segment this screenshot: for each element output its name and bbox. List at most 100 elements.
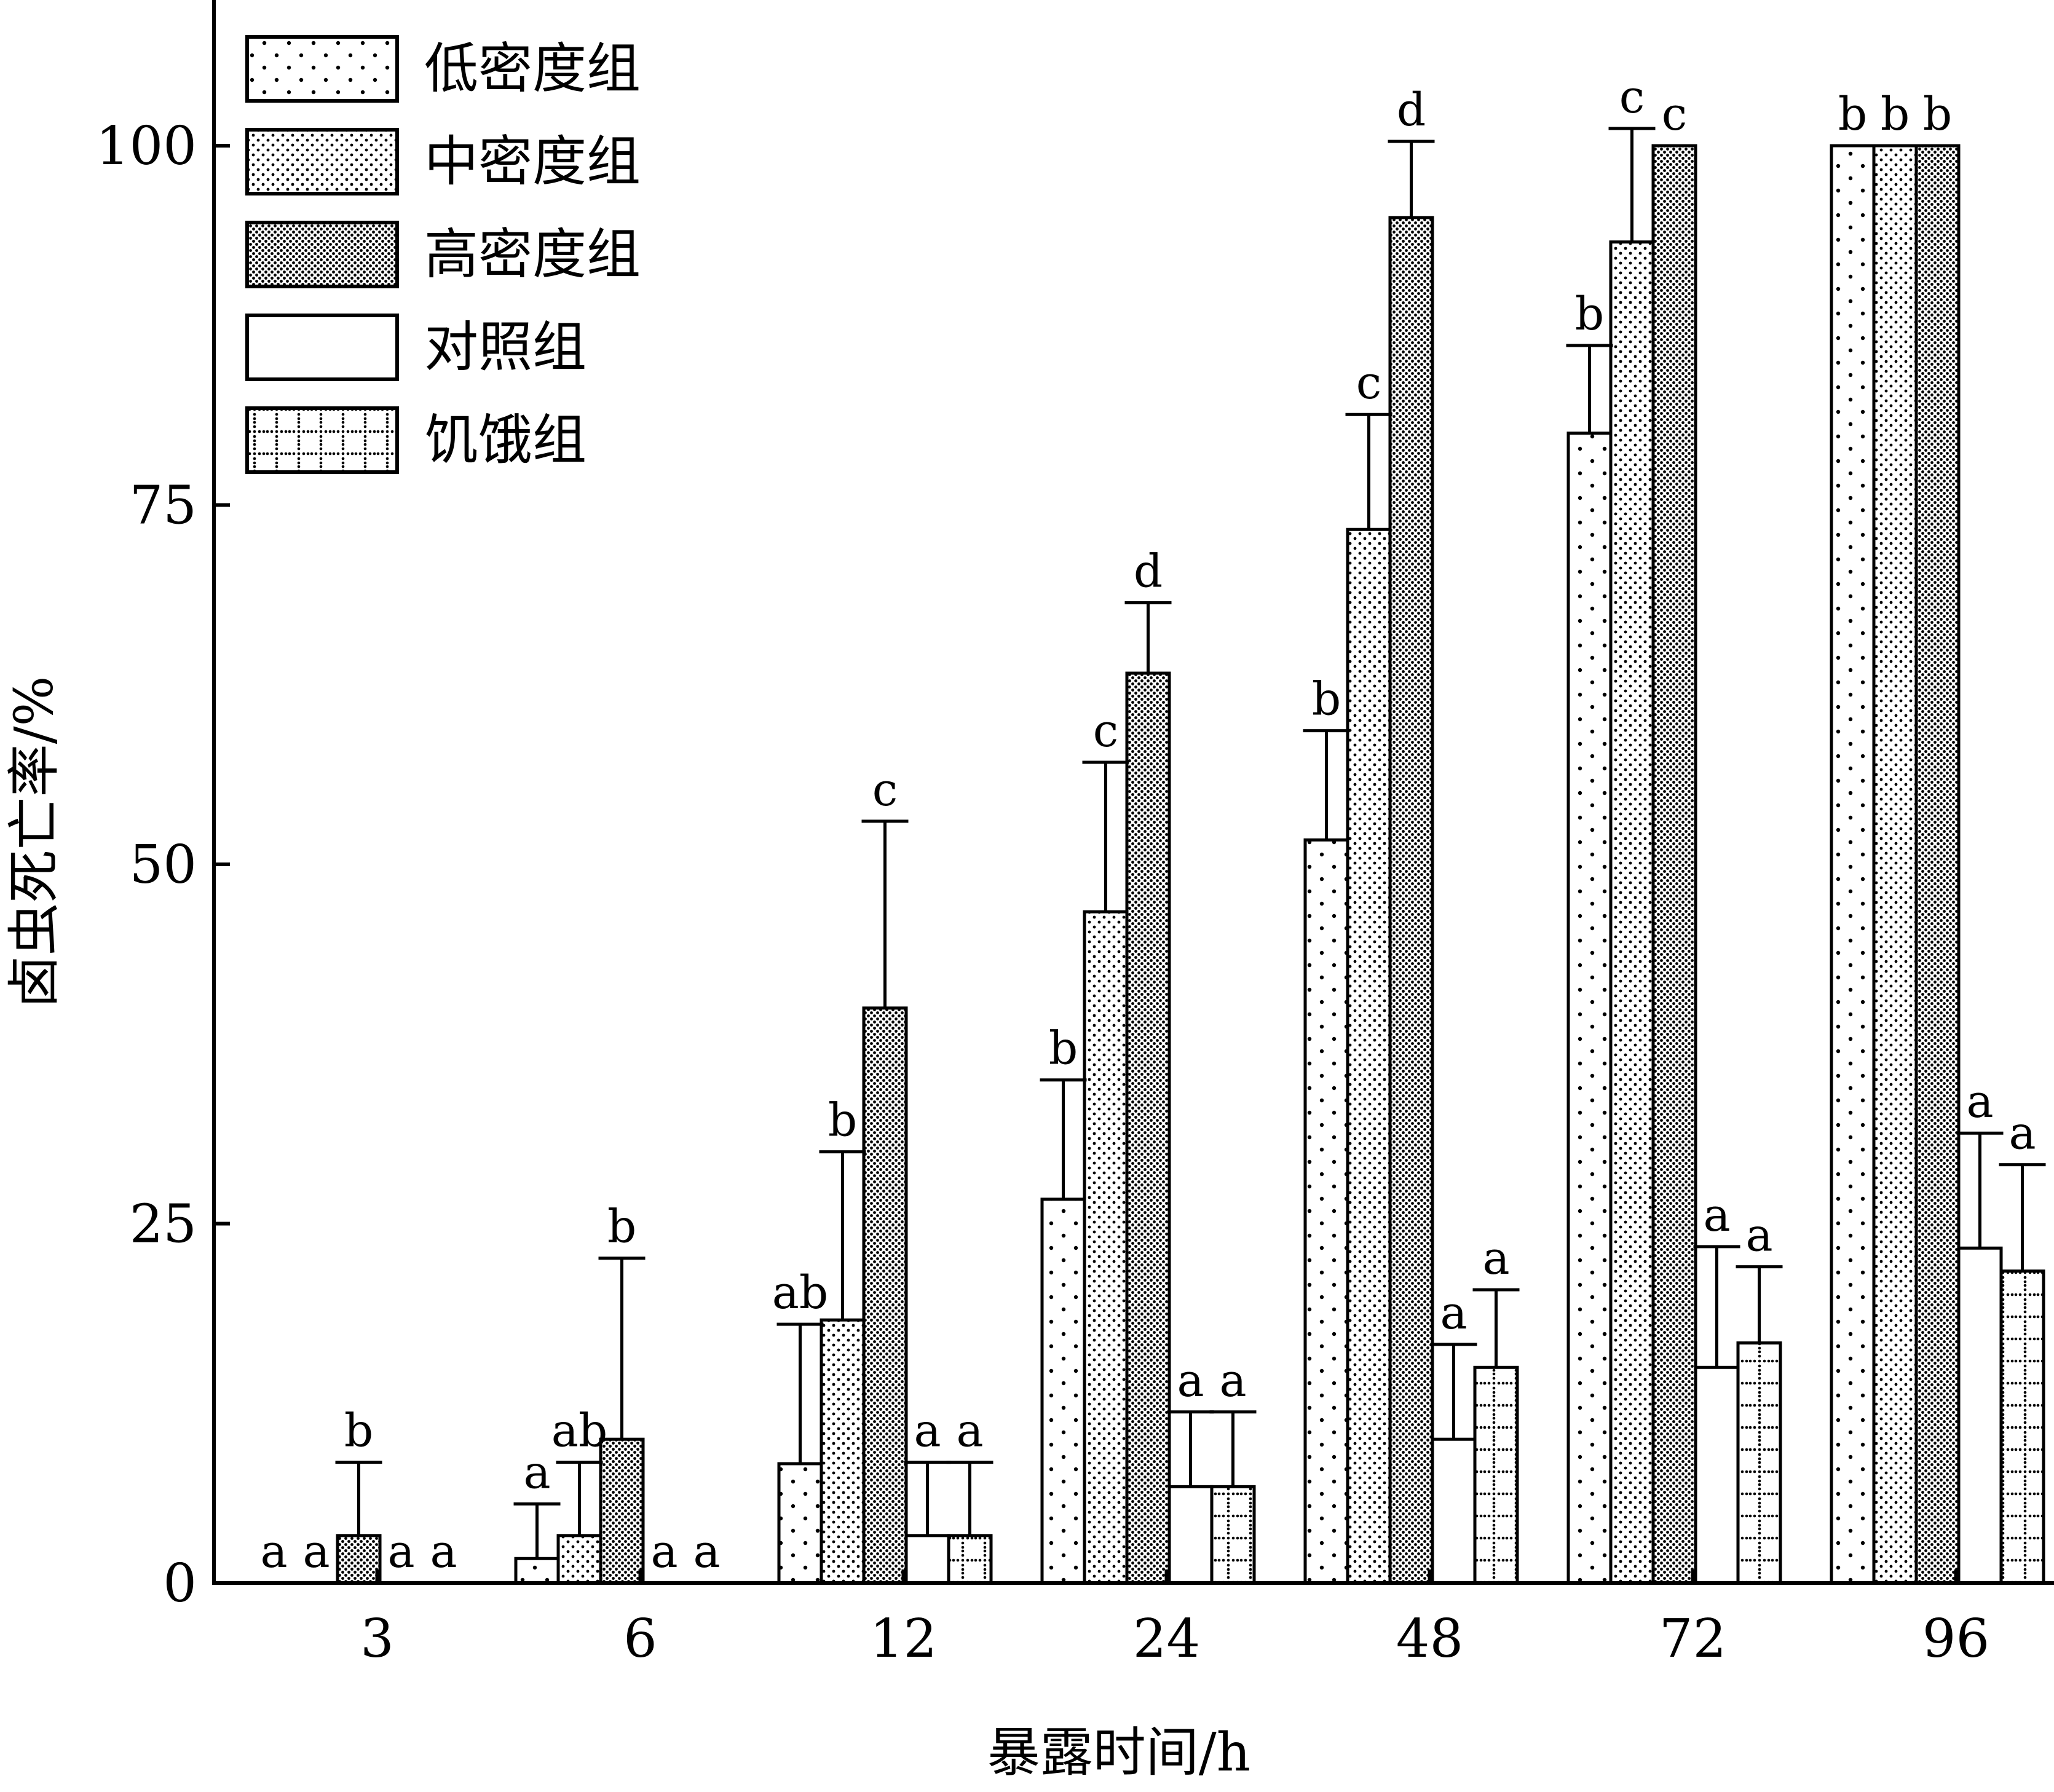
significance-letter: a [2009,1107,2036,1160]
bar [862,1006,908,1585]
significance-letter: a [430,1525,457,1578]
y-tick-label: 75 [130,475,197,537]
bar [1872,144,1918,1585]
bar [1830,144,1876,1585]
bar [1210,1485,1256,1585]
significance-letter: b [607,1201,636,1253]
legend-label: 饥饿组 [424,408,587,472]
significance-letter: ab [551,1405,608,1458]
significance-letter: a [956,1405,983,1458]
bar [1957,1246,2003,1585]
x-tick-label: 24 [1133,1608,1200,1670]
x-tick-label: 6 [623,1608,657,1670]
bar [1473,1365,1519,1585]
significance-letter: a [523,1446,550,1499]
bar [1999,1269,2045,1585]
significance-letter: a [693,1525,720,1578]
bar [947,1534,993,1585]
significance-letter: b [1881,88,1910,141]
bar [1388,216,1434,1585]
bar [1083,910,1129,1585]
x-tick-label: 72 [1659,1608,1726,1670]
significance-letter: d [1397,84,1426,136]
bar [556,1534,602,1585]
bar [1651,144,1697,1585]
axes [212,0,2054,1585]
legend-swatch [245,35,399,103]
significance-letter: b [1923,88,1952,141]
legend-swatch [245,406,399,474]
significance-letter: a [260,1525,287,1578]
y-axis-title: 卤虫死亡率/% [4,676,65,1009]
legend-label: 低密度组 [424,37,641,100]
bar [820,1318,866,1585]
x-axis-title: 暴露时间/h [987,1722,1250,1783]
significance-letter: c [1093,705,1118,757]
x-tick-label: 12 [870,1608,937,1670]
x-tick-label: 96 [1922,1608,1989,1670]
legend-item: 对照组 [245,314,587,381]
significance-letter: a [1177,1354,1204,1407]
bar [777,1462,823,1585]
significance-letter: c [1619,71,1645,124]
y-tick-label: 0 [163,1553,197,1614]
bar [599,1437,645,1585]
bar [1736,1341,1782,1585]
significance-letter: ab [772,1266,829,1319]
significance-letter: a [1966,1075,1993,1128]
y-tick-label: 50 [130,834,197,896]
significance-letter: a [650,1525,677,1578]
bar [1431,1437,1477,1585]
significance-letter: d [1134,545,1163,598]
x-tick-label: 3 [360,1608,394,1670]
legend-item: 高密度组 [245,221,641,288]
significance-letter: a [1219,1354,1246,1407]
y-tick-label: 25 [130,1194,197,1255]
bar [1609,240,1655,1585]
y-ticks: 0 25 50 75 100 [96,116,230,1614]
legend-swatch [245,314,399,381]
x-ticks: 3 6 12 24 48 72 96 [360,1569,1989,1670]
legend-swatch [245,221,399,288]
significance-letter: c [872,764,898,816]
significance-letter: b [1575,288,1604,341]
error-bars [335,127,2046,1559]
legend-swatch [245,128,399,195]
legend-label: 对照组 [424,315,587,379]
x-tick-label: 48 [1396,1608,1463,1670]
significance-letter: a [1703,1189,1730,1242]
legend-item: 低密度组 [245,35,641,103]
significance-letter: b [1049,1022,1078,1075]
significance-letter: b [1312,673,1341,726]
bar [1167,1485,1214,1585]
significance-letter: a [302,1525,330,1578]
significance-letter: a [1482,1232,1509,1285]
significance-letter: a [1440,1287,1467,1340]
legend-label: 高密度组 [424,223,641,286]
significance-letter: b [1838,88,1867,141]
bar [1566,432,1613,1585]
significance-letter: b [828,1094,857,1147]
bar [1346,527,1392,1585]
legend-label: 中密度组 [424,130,641,193]
bar [904,1534,950,1585]
bar [1914,144,1961,1585]
y-tick-label: 100 [96,116,197,177]
significance-letter: a [387,1525,414,1578]
significance-letter: a [1745,1209,1772,1262]
bar [336,1534,382,1585]
legend-item: 中密度组 [245,128,641,195]
bar [1125,671,1171,1585]
bar [1040,1198,1086,1585]
legend-item: 饥饿组 [245,406,587,474]
bar [1303,838,1349,1585]
significance-letter: c [1356,357,1381,409]
significance-letter: a [914,1405,941,1458]
significance-letter: b [344,1405,373,1458]
bars [336,144,2045,1585]
bar [514,1557,560,1585]
bar [1694,1365,1740,1585]
